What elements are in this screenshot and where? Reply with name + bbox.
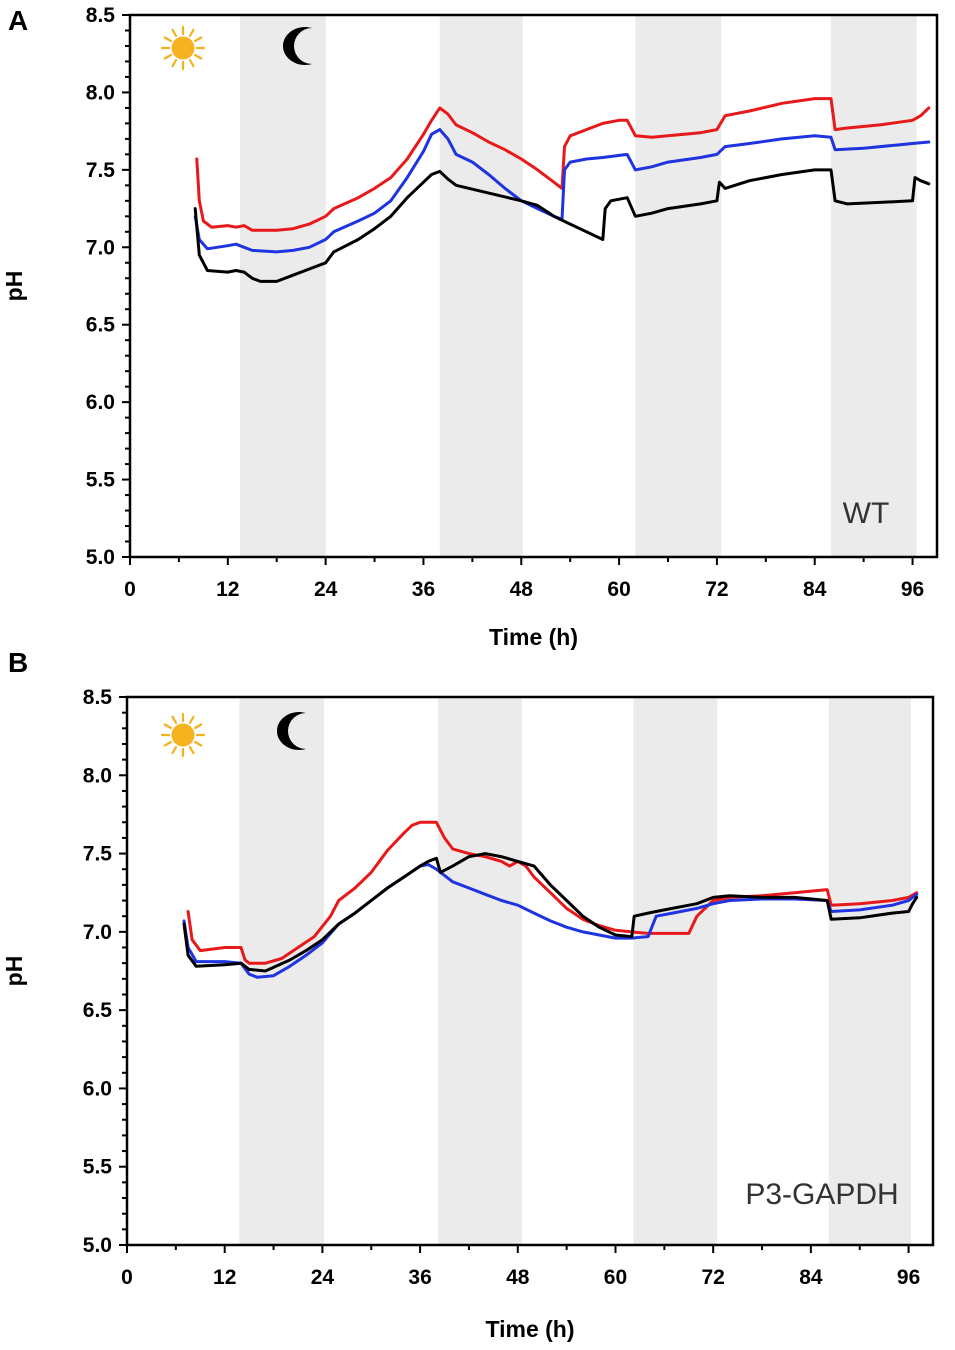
sun-ray [188,28,195,37]
night-band [635,15,721,557]
night-band [439,15,523,557]
strain-annotation: WT [843,497,890,530]
y-tick-label: 6.5 [86,314,116,337]
chart-panel-b: B 0 12 24 36 48 60 72 84 96 5.0 5.5 6.0 6.5 7.0 7.5 8.0 8… [1,647,935,1342]
series-line-blue [193,128,931,254]
y-axis-title: pH [1,956,27,987]
y-tick-label: 5.5 [86,469,116,492]
x-tick-label: 24 [311,1266,335,1289]
y-tick-label: 6.5 [83,999,113,1022]
night-band [240,15,326,557]
series-line-blue [182,863,919,979]
y-tick-label: 8.5 [83,686,113,709]
x-tick-label: 36 [408,1266,431,1289]
series-line-black [193,168,931,283]
sun-icon [160,712,206,758]
sun-ray [188,715,195,724]
sun-ray [194,740,203,747]
x-tick-label: 96 [901,578,924,601]
y-tick-label: 7.0 [86,236,115,259]
plot-frame [128,13,939,559]
y-tick-label: 5.0 [86,546,115,569]
x-axis-title: Time (h) [485,1316,574,1342]
sun-ray [163,740,172,747]
sun-ray [163,36,172,43]
moon-icon [282,27,312,65]
sun-ray [194,36,203,43]
y-axis-title: pH [1,271,27,302]
x-tick-label: 60 [604,1266,627,1289]
x-tick-label: 24 [314,578,338,601]
sun-ray [188,59,195,68]
y-tick-label: 8.0 [83,764,112,787]
sun-ray [163,723,172,730]
moon-crescent [282,27,312,65]
night-band [831,15,917,557]
x-tick-label: 72 [705,578,728,601]
y-tick-label: 8.5 [86,4,116,27]
x-tick-label: 12 [213,1266,236,1289]
x-tick-label: 96 [897,1266,920,1289]
x-tick-label: 84 [799,1266,823,1289]
sun-disc [171,723,195,747]
x-tick-label: 12 [216,578,239,601]
sun-icon [160,25,206,71]
x-tick-label: 72 [702,1266,725,1289]
sun-ray [194,53,203,60]
strain-annotation: P3-GAPDH [745,1178,898,1211]
x-tick-label: 84 [803,578,827,601]
sun-ray [171,59,178,68]
sun-disc [171,36,195,60]
x-tick-label: 60 [607,578,630,601]
x-tick-label: 48 [506,1266,530,1289]
panel-label: A [8,5,28,36]
night-band [438,697,522,1245]
x-tick-label: 0 [124,578,136,601]
y-tick-label: 7.5 [86,159,116,182]
y-tick-label: 7.0 [83,921,112,944]
y-tick-label: 6.0 [86,391,115,414]
y-tick-label: 5.5 [83,1156,113,1179]
series-line-red [186,820,919,965]
sun-ray [171,28,178,37]
x-axis-title: Time (h) [489,624,578,650]
y-tick-label: 8.0 [86,81,115,104]
y-tick-label: 5.0 [83,1234,112,1257]
moon-crescent [276,712,306,750]
x-tick-label: 36 [412,578,435,601]
y-tick-label: 7.5 [83,843,113,866]
plot-frame [125,695,935,1247]
x-tick-label: 0 [121,1266,133,1289]
sun-ray [188,746,195,755]
y-tick-label: 6.0 [83,1077,112,1100]
night-band [633,697,718,1245]
series-line-red [195,97,931,232]
sun-ray [171,746,178,755]
x-tick-label: 48 [510,578,534,601]
sun-ray [194,723,203,730]
moon-icon [276,712,306,750]
night-band [828,697,912,1245]
chart-panel-a: A 0 12 24 36 48 60 72 84 96 5.0 5.5 6.0 6.5 7.0 7.5 8.0 8… [1,4,939,650]
panel-label: B [8,647,28,678]
sun-ray [171,715,178,724]
series-line-black [182,852,919,973]
sun-ray [163,53,172,60]
